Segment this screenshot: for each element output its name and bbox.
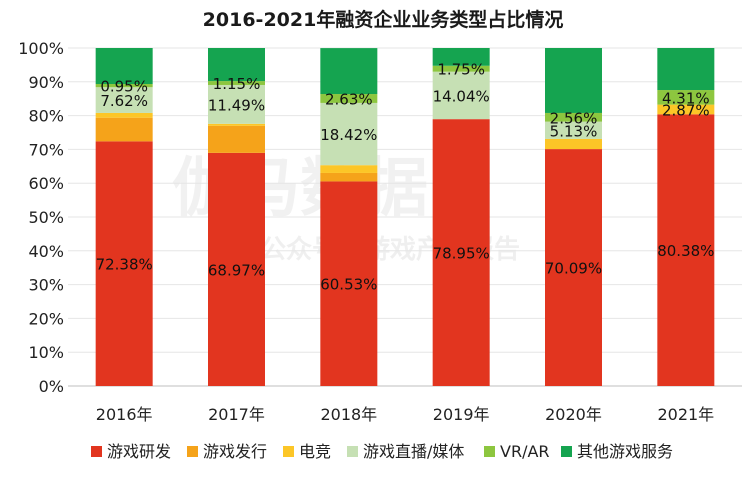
bar-segment bbox=[208, 123, 265, 126]
y-tick-label: 20% bbox=[28, 309, 64, 328]
y-tick-label: 90% bbox=[28, 73, 64, 92]
legend-swatch bbox=[561, 446, 572, 457]
x-tick-label: 2021年 bbox=[657, 405, 714, 424]
bar-segment bbox=[208, 84, 265, 124]
bar-segment bbox=[320, 102, 378, 166]
bar-segment bbox=[320, 172, 378, 182]
data-label: 18.42% bbox=[320, 126, 377, 144]
data-label: 4.31% bbox=[662, 89, 710, 107]
legend: 游戏研发 游戏发行 电竞 游戏直播/媒体 VR/AR 其他游戏服务 bbox=[91, 442, 673, 461]
data-label: 72.38% bbox=[96, 256, 153, 274]
bar-segment bbox=[95, 112, 153, 118]
x-tick-label: 2019年 bbox=[433, 405, 490, 424]
y-tick-label: 10% bbox=[28, 343, 64, 362]
x-tick-label: 2017年 bbox=[208, 405, 265, 424]
legend-swatch bbox=[484, 446, 495, 457]
legend-swatch bbox=[347, 446, 358, 457]
x-tick-label: 2020年 bbox=[545, 405, 602, 424]
data-label: 11.49% bbox=[208, 96, 265, 114]
legend-label: VR/AR bbox=[500, 442, 550, 461]
x-tick-label: 2016年 bbox=[96, 405, 153, 424]
bar-segment bbox=[208, 48, 265, 82]
data-label: 1.15% bbox=[213, 75, 261, 93]
bar-segment bbox=[657, 104, 715, 115]
y-tick-label: 70% bbox=[28, 140, 64, 159]
bar-segment bbox=[432, 48, 490, 66]
y-gridlines bbox=[68, 47, 742, 387]
bar-segment bbox=[95, 141, 153, 386]
data-label: 5.13% bbox=[550, 122, 598, 140]
x-axis: 2016年 2017年 2018年 2019年 2020年 2021年 bbox=[96, 405, 714, 424]
bar-segment bbox=[657, 114, 715, 386]
bar-segment bbox=[545, 138, 602, 150]
bar-segment bbox=[320, 48, 378, 95]
data-label: 70.09% bbox=[545, 260, 602, 278]
legend-label: 电竞 bbox=[299, 442, 331, 461]
bar-segment bbox=[95, 117, 153, 142]
data-label: 2.56% bbox=[550, 109, 598, 127]
y-tick-label: 100% bbox=[18, 39, 64, 58]
bar-segment bbox=[545, 112, 602, 122]
x-tick-label: 2018年 bbox=[320, 405, 377, 424]
data-label: 60.53% bbox=[320, 276, 377, 294]
data-label: 2.63% bbox=[325, 90, 373, 108]
bar-segment bbox=[432, 119, 490, 387]
bar-segment bbox=[320, 94, 378, 103]
y-axis: 0% 10% 20% 30% 40% 50% 60% 70% 80% 90% 100% bbox=[18, 39, 64, 396]
bar-segment bbox=[208, 125, 265, 153]
y-tick-label: 0% bbox=[39, 377, 64, 396]
legend-swatch bbox=[91, 446, 102, 457]
data-label: 80.38% bbox=[657, 242, 714, 260]
data-label: 68.97% bbox=[208, 261, 265, 279]
bar-segment bbox=[95, 87, 153, 113]
legend-label: 游戏直播/媒体 bbox=[363, 442, 464, 461]
y-tick-label: 80% bbox=[28, 107, 64, 126]
y-tick-label: 50% bbox=[28, 208, 64, 227]
legend-label: 游戏研发 bbox=[107, 442, 171, 461]
bar-segment bbox=[545, 121, 602, 139]
legend-label: 其他游戏服务 bbox=[577, 442, 673, 461]
bar-segment bbox=[545, 149, 602, 386]
legend-label: 游戏发行 bbox=[203, 442, 267, 461]
legend-swatch bbox=[283, 446, 294, 457]
bar-segment bbox=[657, 90, 715, 105]
bar-segment bbox=[320, 165, 378, 173]
bar-segment bbox=[657, 48, 715, 91]
data-label: 0.95% bbox=[100, 78, 148, 96]
legend-swatch bbox=[187, 446, 198, 457]
y-tick-label: 40% bbox=[28, 242, 64, 261]
bar-segment bbox=[320, 181, 378, 386]
bar-segment bbox=[95, 83, 153, 88]
chart-title: 2016-2021年融资企业业务类型占比情况 bbox=[203, 8, 564, 31]
bar-segment bbox=[432, 71, 490, 120]
bar-segment bbox=[208, 152, 265, 386]
y-tick-label: 30% bbox=[28, 276, 64, 295]
bars: 72.38% 7.62%0.95% 68.97% 11.49% 1.15% 60.53% 1… bbox=[95, 48, 715, 387]
data-label: 14.04% bbox=[433, 87, 490, 105]
bar-segment bbox=[208, 81, 265, 85]
data-label: 7.62% bbox=[100, 92, 148, 110]
data-label: 78.95% bbox=[433, 245, 490, 263]
data-label: 2.87% bbox=[662, 101, 710, 119]
bar-segment bbox=[545, 48, 602, 113]
bar-segment bbox=[95, 48, 153, 84]
bar-segment bbox=[432, 65, 490, 72]
y-tick-label: 60% bbox=[28, 174, 64, 193]
data-label: 1.75% bbox=[437, 61, 485, 79]
